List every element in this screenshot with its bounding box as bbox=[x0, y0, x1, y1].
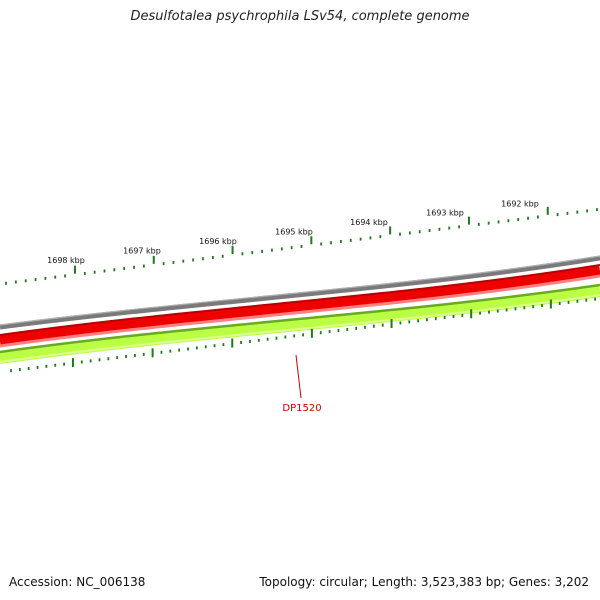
reverse-gene-track-light bbox=[0, 294, 600, 363]
outer-ring-track bbox=[0, 255, 600, 330]
scale-label: 1692 kbp bbox=[501, 199, 539, 208]
forward-gene-track[interactable] bbox=[0, 265, 600, 347]
scale-label: 1696 kbp bbox=[199, 237, 237, 246]
gene-label-dp1520[interactable]: DP1520 bbox=[282, 403, 321, 414]
genome-summary-label: Topology: circular; Length: 3,523,383 bp… bbox=[259, 575, 589, 589]
forward-gene-track-edge bbox=[0, 264, 600, 336]
accession-label: Accession: NC_006138 bbox=[9, 575, 146, 589]
lower-scale-ticks bbox=[10, 297, 596, 373]
scale-label: 1698 kbp bbox=[47, 256, 85, 265]
reverse-gene-track-edge bbox=[0, 283, 600, 354]
scale-label: 1695 kbp bbox=[275, 227, 313, 236]
upper-scale-labels: 1698 kbp 1697 kbp 1696 kbp 1695 kbp 1694 kbp… bbox=[47, 199, 539, 265]
map-title: Desulfotalea psychrophila LSv54, complet… bbox=[130, 9, 470, 24]
gene-callout-line bbox=[295, 354, 302, 399]
forward-gene-track-inner bbox=[0, 274, 600, 348]
scale-label: 1693 kbp bbox=[426, 209, 464, 218]
scale-label: 1694 kbp bbox=[350, 218, 388, 227]
scale-label: 1697 kbp bbox=[123, 246, 161, 255]
upper-scale-ticks bbox=[5, 206, 598, 285]
reverse-gene-track[interactable] bbox=[0, 285, 600, 364]
outer-ring-highlight bbox=[0, 255, 600, 326]
